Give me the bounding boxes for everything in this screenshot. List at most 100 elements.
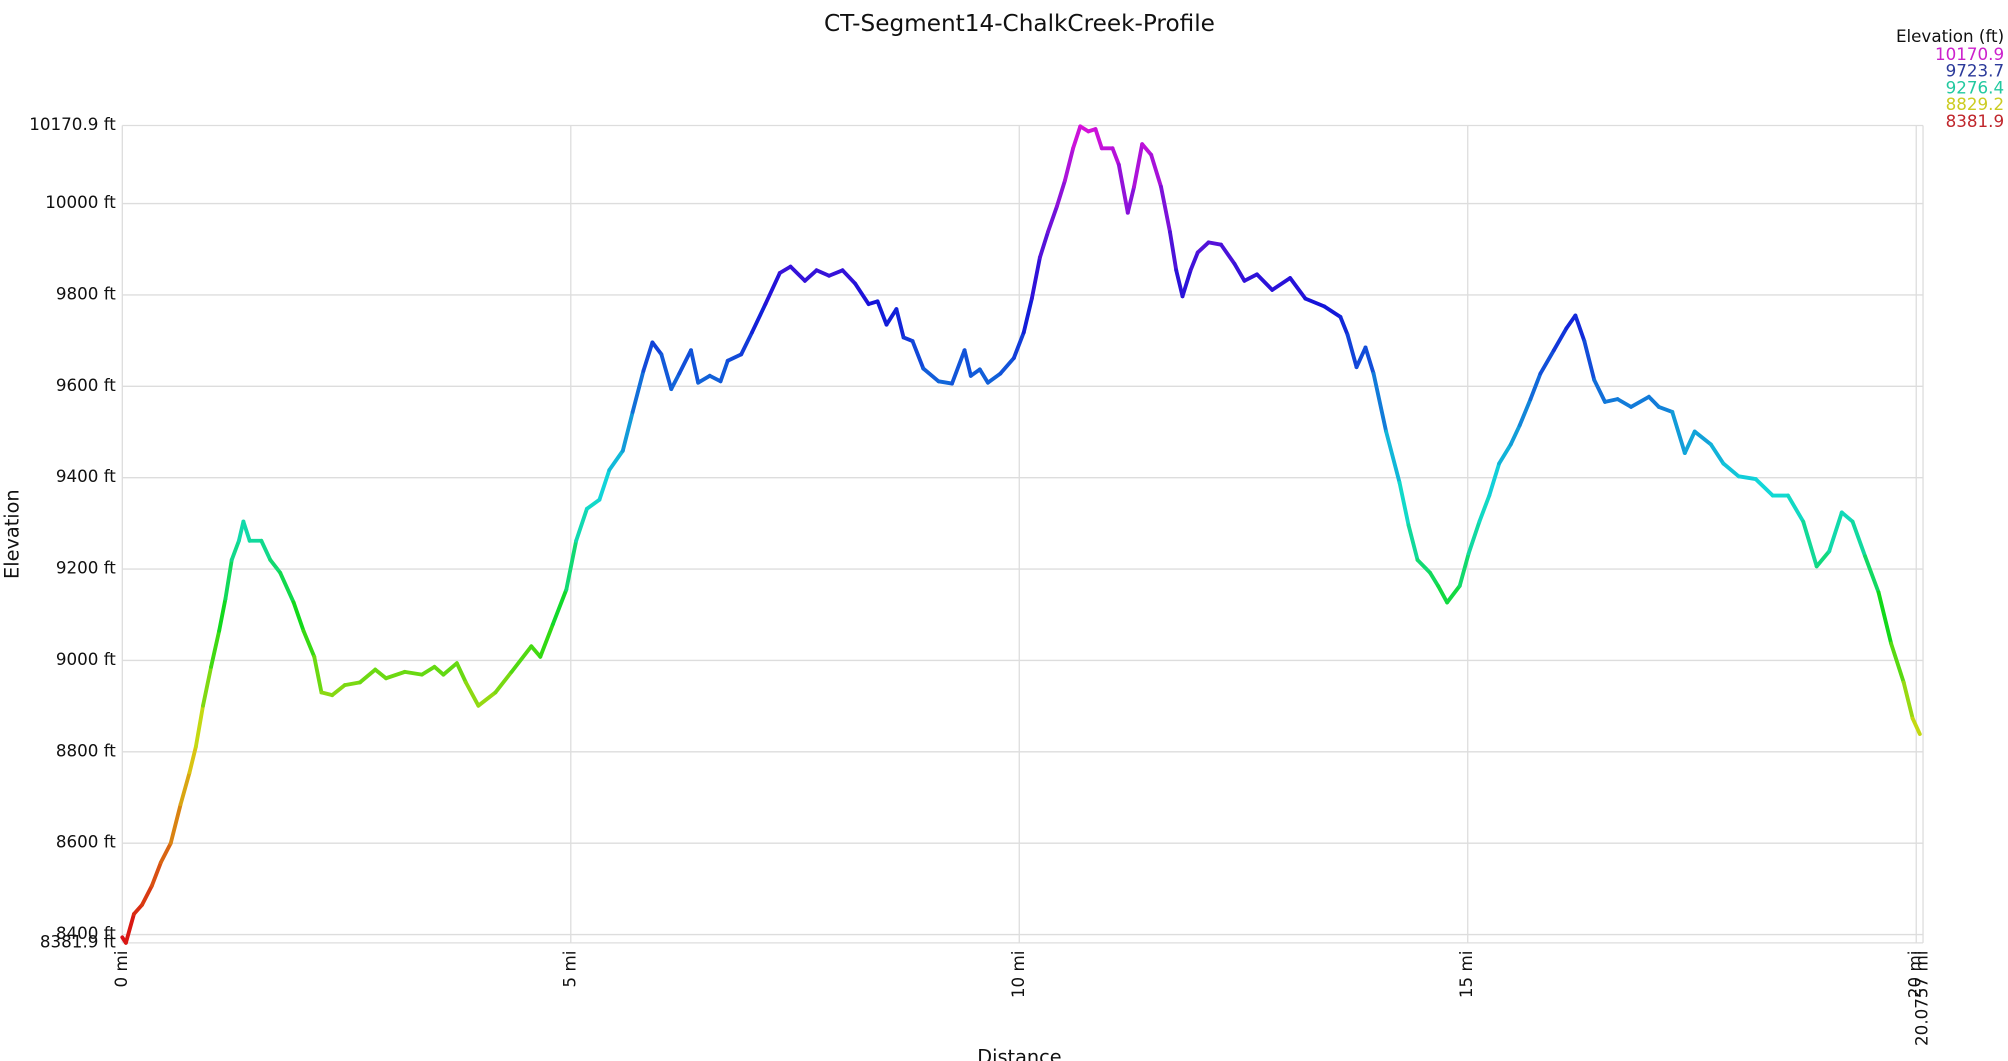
- x-tick-label: 0 mi: [111, 951, 131, 988]
- y-tick-label: 8800 ft: [56, 740, 116, 760]
- line-segment: [1889, 641, 1906, 685]
- line-segment: [1615, 397, 1633, 409]
- y-tick-label: 10000 ft: [45, 192, 116, 212]
- line-segment: [1538, 348, 1556, 376]
- line-segment: [1786, 493, 1806, 524]
- line-segment: [140, 883, 154, 907]
- line-segment: [201, 664, 214, 708]
- line-segment: [1132, 142, 1145, 189]
- x-tick-label: 20.0757 mi: [1912, 951, 1932, 1046]
- line-segment: [620, 409, 635, 453]
- line-segment: [1188, 250, 1200, 273]
- line-segment: [1603, 397, 1620, 404]
- y-tick-label: 9200 ft: [56, 558, 116, 578]
- line-segment: [985, 371, 1003, 385]
- line-segment: [921, 366, 941, 384]
- line-segment: [1573, 313, 1587, 344]
- line-segment: [884, 307, 899, 327]
- line-segment: [1354, 345, 1368, 370]
- line-segment: [788, 264, 807, 283]
- line-segment: [894, 307, 906, 340]
- line-segment: [669, 371, 682, 391]
- line-segment: [1582, 339, 1597, 382]
- line-segment: [936, 379, 954, 386]
- legend-entry: 9723.7: [1946, 61, 2004, 81]
- line-segment: [132, 902, 144, 916]
- line-segment: [1116, 162, 1130, 215]
- line-segment: [1288, 276, 1308, 301]
- line-segment: [1011, 330, 1026, 360]
- line-segment: [241, 519, 252, 543]
- line-segment: [1168, 229, 1179, 273]
- x-tick-label: 10 mi: [1008, 951, 1028, 999]
- line-segment: [373, 667, 388, 681]
- line-segment: [696, 373, 712, 385]
- line-segment: [1629, 394, 1651, 409]
- line-segment: [827, 268, 845, 278]
- line-segment: [178, 770, 192, 807]
- legend-entry: 10170.9: [1935, 44, 2004, 64]
- y-tick-label: 9000 ft: [56, 649, 116, 669]
- line-segment: [454, 661, 468, 685]
- y-axis-label: Elevation: [0, 489, 23, 579]
- line-segment: [814, 268, 832, 278]
- line-segment: [840, 268, 858, 286]
- line-segment: [802, 268, 819, 283]
- line-segment: [419, 664, 437, 677]
- line-segment: [1093, 127, 1104, 151]
- line-segment: [402, 669, 424, 677]
- line-segment: [1415, 558, 1433, 575]
- line-segment: [1647, 394, 1661, 409]
- line-segment: [1692, 429, 1713, 447]
- line-segment: [1174, 268, 1185, 299]
- line-segment: [1029, 255, 1042, 301]
- line-segment: [1564, 313, 1578, 331]
- line-segment: [750, 302, 768, 335]
- line-segment: [677, 348, 693, 376]
- line-segment: [607, 448, 625, 472]
- legend-entry: 8829.2: [1946, 94, 2004, 114]
- line-segment: [977, 367, 990, 385]
- y-tick-label: 8600 ft: [56, 832, 116, 852]
- line-segment: [1721, 461, 1741, 479]
- line-segment: [1037, 229, 1050, 260]
- line-segment: [1149, 152, 1163, 189]
- line-segment: [777, 264, 793, 275]
- line-segment: [1910, 716, 1922, 736]
- line-segment: [1110, 146, 1121, 167]
- line-segment: [1708, 442, 1726, 466]
- line-segment: [1195, 240, 1211, 255]
- line-segment: [1021, 296, 1034, 335]
- y-tick-label: 9400 ft: [56, 466, 116, 486]
- line-segment: [1457, 551, 1471, 588]
- line-segment: [1428, 570, 1441, 588]
- line-segment: [1827, 510, 1844, 554]
- line-segment: [278, 570, 296, 605]
- line-segment: [725, 352, 744, 363]
- line-segment: [168, 802, 183, 846]
- line-segment: [1063, 146, 1076, 183]
- line-segment: [1901, 680, 1915, 721]
- line-segment: [1345, 332, 1359, 370]
- legend-entry: 8381.9: [1946, 111, 2004, 131]
- line-segment: [1140, 142, 1154, 157]
- line-segment: [584, 497, 602, 511]
- line-segment: [1406, 523, 1420, 562]
- line-segment: [149, 860, 163, 888]
- line-segment: [763, 271, 782, 307]
- line-segment: [312, 654, 324, 695]
- line-segment: [1508, 423, 1522, 447]
- line-segment: [509, 644, 534, 674]
- line-segment: [1159, 184, 1172, 234]
- line-segment: [358, 667, 378, 685]
- line-segment: [574, 506, 589, 543]
- line-segment: [875, 299, 889, 327]
- line-segment: [1487, 461, 1502, 498]
- chart-title: CT-Segment14-ChalkCreek-Profile: [824, 11, 1215, 37]
- x-axis-label: Distance: [977, 1046, 1061, 1061]
- line-segment: [463, 680, 481, 708]
- line-segment: [1055, 178, 1067, 209]
- line-segment: [910, 339, 926, 371]
- line-segment: [158, 841, 173, 865]
- line-segment: [650, 340, 664, 357]
